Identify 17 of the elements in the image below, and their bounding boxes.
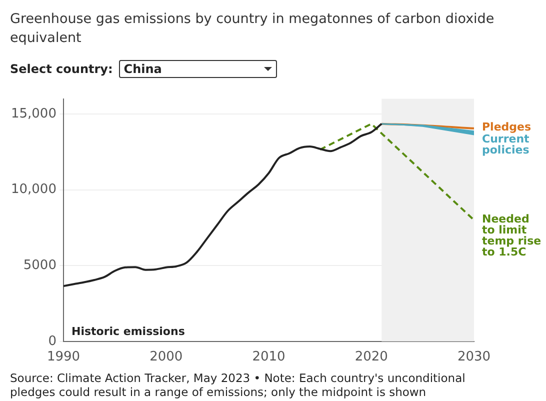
y-tick-label: 0 <box>48 334 56 349</box>
y-tick-label: 5000 <box>23 258 56 273</box>
x-tick-label: 2000 <box>150 350 183 365</box>
y-tick-label: 10,000 <box>10 182 56 198</box>
series-label: Needed to limit temp rise to 1.5C <box>482 212 542 258</box>
x-tick-label: 2010 <box>252 350 286 365</box>
text: Select country: <box>10 62 113 76</box>
country-dropdown: China <box>118 60 277 78</box>
y-tick-label: 15,000 <box>10 106 56 122</box>
text: Historic emissions <box>71 324 186 338</box>
series-label: Current policies <box>482 132 530 157</box>
x-tick-label: 1990 <box>46 350 80 365</box>
source-note: Source: Climate Action Tracker, May 2023 • Note: Each country's unconditional pledges could result in a range of emissions; only the midpoint is shown <box>10 371 466 399</box>
chart-title: Greenhouse gas emissions by country in megatonnes of carbon dioxide equivalent <box>10 10 496 48</box>
x-tick-label: 2030 <box>457 350 491 365</box>
series-label: Pledges <box>482 120 532 134</box>
x-tick-label: 2020 <box>354 350 388 365</box>
